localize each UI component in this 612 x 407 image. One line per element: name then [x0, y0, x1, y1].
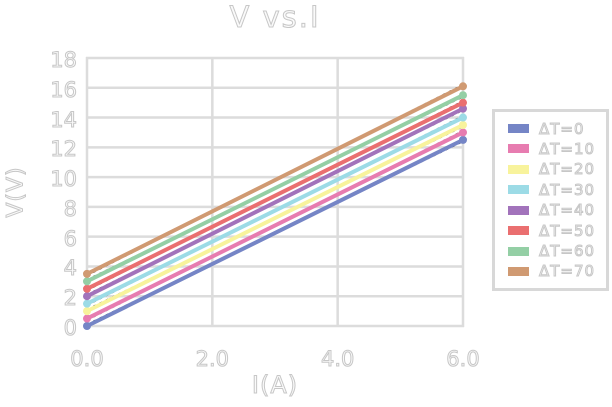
x-tick-label: 2.0: [195, 347, 230, 372]
series-line: [85, 137, 465, 328]
y-tick-label: 0: [63, 316, 77, 341]
legend-label: ΔT=10: [538, 139, 596, 158]
data-point-marker: [83, 292, 91, 301]
legend-item: ΔT=40: [508, 201, 606, 220]
data-point-marker: [459, 98, 467, 107]
series-dt-60: [83, 91, 467, 286]
legend-swatch: [508, 185, 529, 195]
data-point-marker: [459, 128, 467, 137]
legend-item: ΔT=30: [508, 180, 606, 199]
y-tick-label: 10: [50, 167, 78, 192]
data-point-marker: [459, 121, 467, 129]
legend-swatch: [508, 124, 529, 133]
series-dt-70: [83, 82, 467, 278]
x-axis-label: I(A): [251, 371, 299, 400]
chart-title: V vs.I: [229, 0, 321, 35]
legend-swatch: [508, 226, 529, 236]
legend-item: ΔT=50: [508, 221, 606, 240]
series-line: [85, 130, 465, 321]
legend-label: ΔT=70: [538, 262, 596, 281]
series-line: [85, 106, 465, 299]
legend-item: ΔT=60: [508, 242, 606, 261]
series-dt-10: [83, 128, 467, 323]
data-point-marker: [83, 322, 91, 330]
legend-item: ΔT=20: [508, 160, 606, 179]
x-tick-label: 6.0: [446, 347, 480, 372]
legend-swatch: [508, 164, 529, 174]
data-point-marker: [459, 82, 467, 91]
data-point-marker: [83, 269, 91, 278]
y-tick-label: 18: [50, 48, 78, 73]
legend-label: ΔT=40: [538, 201, 596, 220]
legend-swatch: [508, 144, 529, 154]
data-point-marker: [83, 299, 91, 308]
data-point-marker: [83, 284, 91, 293]
legend-label: ΔT=20: [538, 160, 596, 179]
legend-box: ΔT=0 ΔT=10 ΔT=20 ΔT=30 ΔT=40 ΔT=50 ΔT=60 ΔT=70: [492, 109, 609, 291]
gridlines: [85, 56, 465, 328]
legend-label: ΔT=60: [538, 242, 596, 261]
data-point-marker: [83, 277, 91, 286]
y-tick-label: 14: [50, 107, 78, 132]
series-line: [85, 115, 465, 306]
series-line: [85, 93, 465, 284]
data-point-marker: [83, 314, 91, 323]
series-dt-20: [83, 121, 467, 316]
legend-item: ΔT=0: [508, 119, 606, 138]
legend-label: ΔT=0: [539, 119, 585, 138]
y-tick-label: 4: [63, 256, 77, 281]
x-tick-label: 4.0: [320, 347, 355, 372]
data-point-marker: [83, 307, 91, 316]
y-tick-label: 6: [63, 226, 77, 251]
series-dt-40: [83, 104, 467, 301]
series-line: [85, 100, 465, 291]
legend-item: ΔT=70: [508, 262, 606, 281]
x-tick-label: 0.0: [70, 347, 104, 372]
y-tick-label: 2: [63, 286, 77, 311]
data-point-marker: [459, 91, 467, 100]
series-line: [85, 123, 465, 314]
data-point-marker: [459, 113, 467, 122]
y-tick-label: 12: [50, 137, 78, 162]
data-point-marker: [459, 135, 467, 144]
legend-swatch: [508, 246, 529, 256]
series-dt-0: [83, 135, 467, 330]
series-dt-30: [83, 113, 467, 308]
legend-item: ΔT=10: [508, 139, 606, 158]
legend-label: ΔT=30: [538, 180, 596, 199]
legend-label: ΔT=50: [538, 221, 596, 240]
legend-swatch: [508, 205, 529, 215]
series-dt-50: [83, 98, 467, 293]
y-tick-label: 16: [50, 77, 78, 102]
data-point-marker: [459, 104, 467, 113]
series-line: [85, 84, 465, 276]
y-tick-label: 8: [63, 196, 77, 221]
legend-swatch: [508, 266, 529, 276]
